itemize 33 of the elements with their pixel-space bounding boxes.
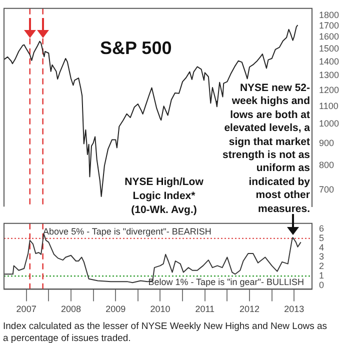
chart-title: NYSE High/Low Logic Index* [124,176,204,202]
y-tick-label: 1100 [319,100,338,111]
y-tick-label: 1000 [319,118,340,129]
y-tick-label: 900 [319,138,334,148]
y-tick-label: 1200 [319,84,340,95]
y-tick-label: 2 [319,261,324,272]
y-tick-label: 3 [319,252,324,262]
y-tick-label: 1400 [319,56,340,66]
x-tick-label: 2009 [106,304,126,314]
y-tick-label: 1800 [319,10,340,20]
x-tick-label: 2012 [239,304,260,314]
text: S&P 500 [100,38,172,59]
text: Index calculated as the lesser of NYSE Weekly New Highs and New Lows as a percentage of issues traded. [3,321,328,343]
y-tick-label: 4 [319,242,324,252]
ref-line-label: Below 1% - Tape is "in gear"- BULLISH [148,277,304,288]
text: NYSE new 52-week highs and lows are both at elevated levels, a sign that market strength is not as uniform as indicated by most other measures. [222,82,310,215]
chart-subtitle: (10-Wk. Avg.) [131,204,197,216]
y-tick-label: 800 [319,160,334,170]
y-tick-label: 1 [319,270,324,281]
x-tick-label: 2011 [195,304,215,314]
x-tick-label: 2013 [284,304,304,314]
x-tick-label: 2007 [16,304,36,314]
x-tick-label: 2010 [150,304,170,314]
ref-line-label: Above 5% - Tape is "divergent"- BEARISH [43,226,212,236]
y-tick-label: 0 [319,280,324,290]
x-tick-label: 2008 [60,304,81,314]
y-tick-label: 700 [319,184,334,195]
y-tick-label: 1700 [319,20,340,30]
y-tick-label: 1300 [319,70,340,80]
y-tick-label: 1500 [319,44,340,54]
y-tick-label: 6 [319,224,324,234]
y-tick-label: 5 [319,232,324,243]
y-tick-label: 1600 [319,32,340,42]
